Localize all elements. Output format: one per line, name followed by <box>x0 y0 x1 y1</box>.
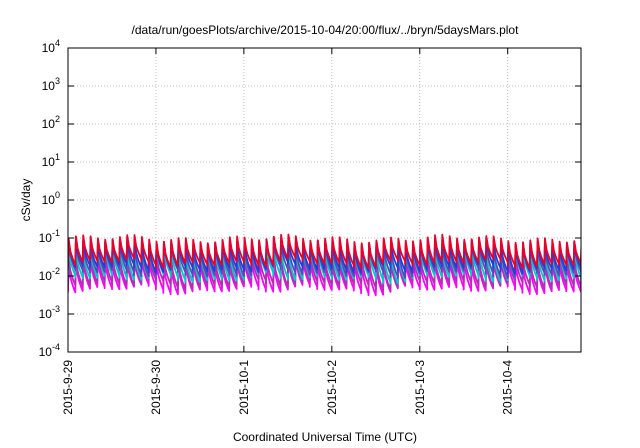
y-tick-label: 101 <box>42 152 60 169</box>
flux-series-line <box>68 249 581 292</box>
flux-series-line <box>68 233 581 270</box>
x-tick-label: 2015-9-30 <box>149 360 163 415</box>
x-axis-label: Coordinated Universal Time (UTC) <box>233 430 417 444</box>
grid-lines <box>68 48 581 352</box>
plot-frame <box>67 47 582 353</box>
axis-ticks: 10-4 10-3 10-2 10-1 100 101 102 103 104 2015-9-29… <box>39 38 581 415</box>
x-tick-label: 2015-10-4 <box>501 360 515 415</box>
y-tick-label: 102 <box>42 114 60 131</box>
chart-title: /data/run/goesPlots/archive/2015-10-04/2… <box>132 23 520 37</box>
series-layer <box>68 233 581 297</box>
y-tick-label: 104 <box>42 38 60 55</box>
y-tick-label: 10-2 <box>39 266 60 283</box>
x-tick-label: 2015-10-3 <box>413 360 427 415</box>
x-tick-label: 2015-10-2 <box>325 360 339 415</box>
y-tick-label: 103 <box>42 76 60 93</box>
y-tick-label: 10-1 <box>39 228 60 245</box>
y-tick-label: 10-4 <box>39 342 60 359</box>
flux-series-line <box>68 236 581 275</box>
y-tick-label: 10-3 <box>39 304 60 321</box>
y-tick-label: 100 <box>42 190 60 207</box>
y-axis-label: cSv/day <box>19 179 33 222</box>
x-tick-label: 2015-10-1 <box>237 360 251 415</box>
x-tick-label: 2015-9-29 <box>61 360 75 415</box>
